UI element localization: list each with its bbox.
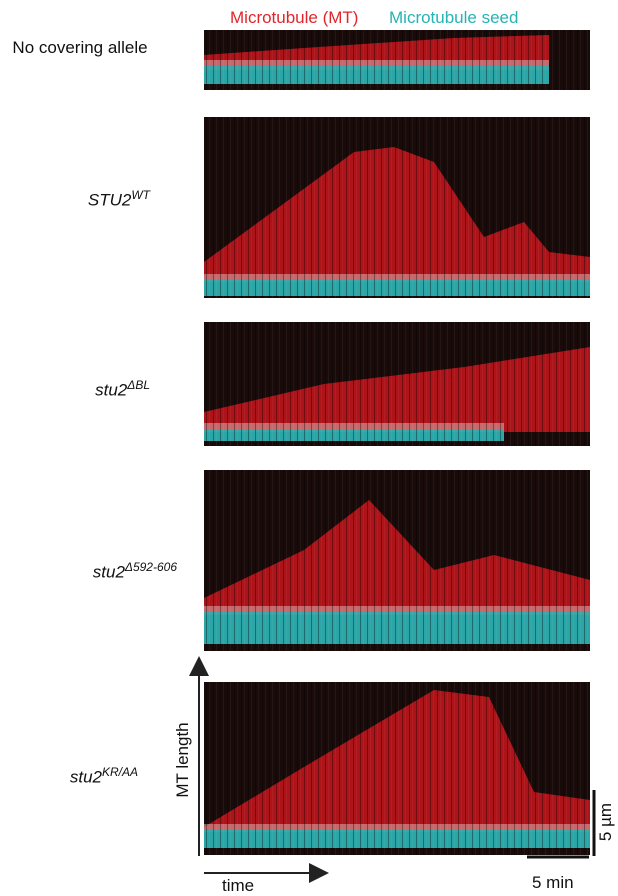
- legend-seed: Microtubule seed: [389, 8, 519, 27]
- kymograph: [204, 117, 590, 298]
- x-axis-label: time: [222, 876, 255, 895]
- kymo-texture: [204, 117, 590, 298]
- row-label: stu2KR/AA: [0, 765, 138, 788]
- kymograph: [204, 322, 590, 446]
- gene: stu2: [69, 767, 102, 787]
- length-scale-label: 5 µm: [596, 802, 615, 842]
- kymo-texture: [204, 682, 590, 855]
- allele: ΔBL: [127, 378, 150, 392]
- row-label: No covering allele: [12, 38, 148, 57]
- row-label: STU2WT: [0, 188, 150, 211]
- kymo-texture: [204, 470, 590, 651]
- legend-mt: Microtubule (MT): [230, 8, 359, 27]
- row-label: stu2ΔBL: [0, 378, 150, 401]
- y-axis-label: MT length: [173, 722, 192, 798]
- kymo-texture: [204, 30, 590, 90]
- allele: Δ592-606: [124, 560, 177, 574]
- gene: stu2: [92, 562, 125, 582]
- kymograph: [204, 30, 590, 90]
- kymograph: [204, 682, 590, 855]
- kymo-texture: [204, 322, 590, 446]
- gene: STU2: [87, 190, 132, 210]
- allele: WT: [131, 188, 150, 202]
- row-label: stu2Δ592-606: [0, 560, 177, 583]
- kymograph: [204, 470, 590, 651]
- allele: KR/AA: [101, 765, 138, 779]
- time-scale-label: 5 min: [532, 873, 574, 892]
- gene: stu2: [95, 380, 128, 400]
